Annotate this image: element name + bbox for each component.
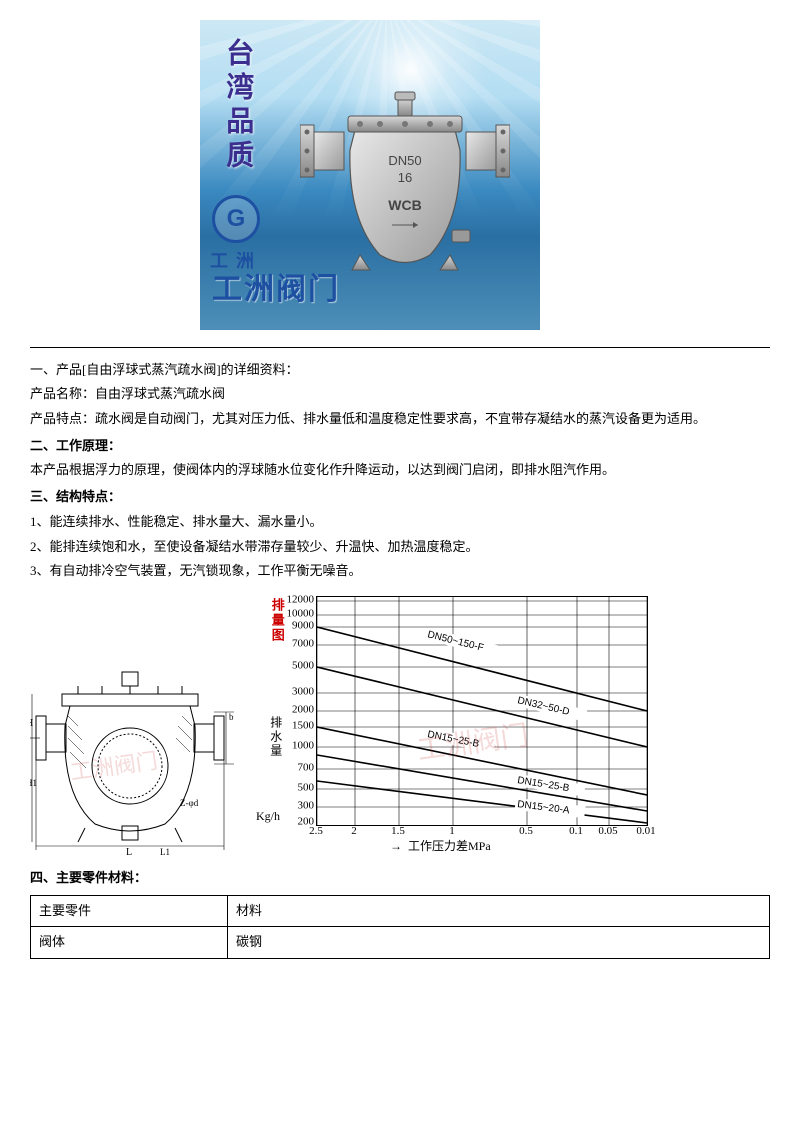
svg-text:16: 16 xyxy=(398,170,412,185)
xtick: 0.05 xyxy=(598,821,617,842)
ytick: 700 xyxy=(280,757,314,778)
table-cell: 碳钢 xyxy=(228,927,770,959)
table-header-cell: 材料 xyxy=(228,895,770,927)
svg-text:L1: L1 xyxy=(160,847,170,856)
chart-yunit: Kg/h xyxy=(256,805,280,828)
svg-text:Z-φd: Z-φd xyxy=(180,798,199,808)
discharge-chart: 排量图 排水量 Kg/h 12000 10000 9000 7000 5000 … xyxy=(270,596,670,856)
technical-drawing: b L L1 H H1 Z-φd 工洲阀门 xyxy=(30,656,240,856)
product-feature-value: 疏水阀是自动阀门，尤其对压力低、排水量低和温度稳定性要求高，不宜带存凝结水的蒸汽… xyxy=(95,411,706,426)
product-name-label: 产品名称： xyxy=(30,386,95,401)
table-row: 阀体 碳钢 xyxy=(31,927,770,959)
chart-plot-area: DN50~150-F DN32~50-D DN15~25-B DN15~25-B… xyxy=(316,596,648,826)
product-feature-label: 产品特点： xyxy=(30,411,95,426)
section-1-heading: 一、产品[自由浮球式蒸汽疏水阀]的详细资料： xyxy=(30,358,770,383)
section-4: 四、主要零件材料： 主要零件 材料 阀体 碳钢 xyxy=(30,866,770,959)
svg-text:DN15~20-A: DN15~20-A xyxy=(517,799,571,816)
ytick: 7000 xyxy=(280,633,314,654)
section-3-item-1: 1、能连续排水、性能稳定、排水量大、漏水量小。 xyxy=(30,510,770,535)
section-2-heading: 二、工作原理： xyxy=(30,434,770,459)
xtick: 2.5 xyxy=(309,821,323,842)
valve-illustration: DN50 16 WCB xyxy=(300,70,510,280)
section-3-heading: 三、结构特点： xyxy=(30,485,770,510)
diagrams-row: b L L1 H H1 Z-φd 工洲阀门 排量图 排水量 Kg/h 12000… xyxy=(30,596,770,856)
quality-badge: 台湾品质 xyxy=(212,38,265,174)
xtick: 0.01 xyxy=(636,821,655,842)
divider xyxy=(30,347,770,348)
product-name-row: 产品名称：自由浮球式蒸汽疏水阀 xyxy=(30,382,770,407)
section-2-body: 本产品根据浮力的原理，使阀体内的浮球随水位变化作升降运动，以达到阀门启闭，即排水… xyxy=(30,458,770,483)
section-1: 一、产品[自由浮球式蒸汽疏水阀]的详细资料： 产品名称：自由浮球式蒸汽疏水阀 产… xyxy=(30,358,770,432)
table-cell: 阀体 xyxy=(31,927,228,959)
xtick: 0.1 xyxy=(569,821,583,842)
svg-text:WCB: WCB xyxy=(388,197,421,213)
section-3-item-3: 3、有自动排冷空气装置，无汽锁现象，工作平衡无噪音。 xyxy=(30,559,770,584)
product-image-container: 台湾品质 G 工洲 xyxy=(200,20,770,339)
table-header-cell: 主要零件 xyxy=(31,895,228,927)
ytick: 1500 xyxy=(280,715,314,736)
svg-text:DN50~150-F: DN50~150-F xyxy=(426,629,484,654)
svg-text:b: b xyxy=(229,712,234,722)
product-feature-row: 产品特点：疏水阀是自动阀门，尤其对压力低、排水量低和温度稳定性要求高，不宜带存凝… xyxy=(30,407,770,432)
section-4-heading: 四、主要零件材料： xyxy=(30,866,770,891)
svg-text:DN32~50-D: DN32~50-D xyxy=(516,695,570,718)
svg-text:L: L xyxy=(126,847,132,856)
section-3: 三、结构特点： 1、能连续排水、性能稳定、排水量大、漏水量小。 2、能排连续饱和… xyxy=(30,485,770,584)
svg-text:H: H xyxy=(30,718,33,729)
product-image: 台湾品质 G 工洲 xyxy=(200,20,540,330)
ytick: 5000 xyxy=(280,655,314,676)
xtick: 2 xyxy=(351,821,357,842)
ytick: 1000 xyxy=(280,735,314,756)
section-2: 二、工作原理： 本产品根据浮力的原理，使阀体内的浮球随水位变化作升降运动，以达到… xyxy=(30,434,770,483)
brand-text: 工洲阀门 xyxy=(212,261,340,318)
xtick: 0.5 xyxy=(519,821,533,842)
section-3-item-2: 2、能排连续饱和水，至使设备凝结水带滞存量较少、升温快、加热温度稳定。 xyxy=(30,535,770,560)
product-name-value: 自由浮球式蒸汽疏水阀 xyxy=(95,386,225,401)
svg-text:H1: H1 xyxy=(30,778,37,788)
brand-logo-icon: G xyxy=(212,195,260,243)
svg-text:DN50: DN50 xyxy=(388,153,421,168)
chart-xlabel: 工作压力差MPa xyxy=(390,835,491,858)
table-row: 主要零件 材料 xyxy=(31,895,770,927)
parts-table: 主要零件 材料 阀体 碳钢 xyxy=(30,895,770,959)
